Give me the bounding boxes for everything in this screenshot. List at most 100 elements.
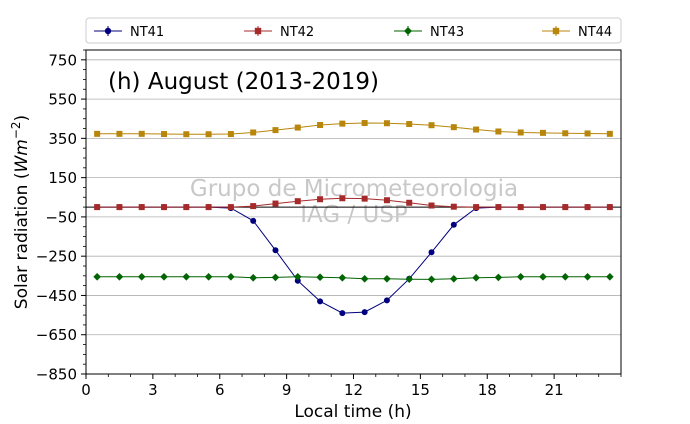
y-tick-label: −450 [36, 287, 77, 305]
data-point-nt43 [606, 273, 614, 281]
data-point-nt42 [272, 200, 279, 207]
data-point-nt44 [539, 129, 546, 136]
data-point-nt43 [93, 273, 101, 281]
series-nt44 [94, 120, 613, 138]
data-point-nt42 [116, 204, 123, 211]
legend-label-nt41: NT41 [130, 25, 164, 40]
data-point-nt43 [561, 273, 570, 281]
data-point-nt41 [272, 247, 279, 254]
data-point-nt41 [361, 309, 368, 316]
axis-layer: −850 −650 −450 −250 −50 150 350 550 750 0 3 6 9 12 15 1… [36, 49, 622, 399]
data-point-nt41 [383, 297, 390, 304]
y-tick-label: −850 [36, 366, 77, 384]
data-point-nt43 [338, 273, 347, 282]
series-layer [93, 120, 614, 317]
data-point-nt43 [204, 273, 213, 281]
data-point-nt44 [227, 131, 234, 138]
data-point-nt43 [516, 273, 525, 281]
data-point-nt43 [160, 273, 168, 281]
data-point-nt43 [271, 273, 280, 282]
data-point-nt44 [428, 122, 435, 129]
data-point-nt42 [294, 198, 301, 205]
data-point-nt44 [339, 120, 346, 127]
data-point-nt42 [383, 197, 390, 204]
legend-entry-nt41: NT41 [94, 25, 164, 40]
legend-marker-nt43 [404, 27, 412, 35]
data-point-nt42 [227, 204, 234, 211]
y-axis-label-text: Solar radiation ( [12, 173, 32, 310]
y-tick-label: 550 [48, 91, 77, 109]
data-point-nt44 [294, 124, 301, 131]
data-point-nt41 [428, 249, 435, 256]
y-tick-label: −650 [36, 326, 77, 344]
data-point-nt41 [250, 217, 257, 224]
data-point-nt41 [294, 277, 301, 284]
data-point-nt42 [361, 195, 368, 202]
legend-label-nt44: NT44 [578, 25, 612, 40]
legend-label-nt43: NT43 [430, 25, 464, 40]
y-axis-label-close: ) [12, 115, 32, 122]
x-tick-label: 21 [545, 381, 564, 399]
data-point-nt42 [606, 204, 613, 211]
y-tick-label: 350 [48, 130, 77, 148]
legend-entry-nt42: NT42 [244, 25, 314, 40]
data-point-nt42 [450, 203, 457, 210]
x-tick-label: 3 [148, 381, 158, 399]
data-point-nt44 [450, 124, 457, 131]
legend-label-nt42: NT42 [280, 25, 314, 40]
data-point-nt44 [138, 130, 145, 137]
watermark-line-2: IAG / USP [300, 202, 408, 228]
data-point-nt42 [539, 204, 546, 211]
data-point-nt43 [227, 273, 235, 281]
data-point-nt42 [161, 204, 168, 211]
series-line-nt44 [97, 122, 610, 135]
data-point-nt43 [360, 274, 369, 283]
y-tick-label: 150 [48, 169, 77, 187]
data-point-nt43 [472, 273, 480, 282]
data-point-nt41 [317, 298, 324, 305]
legend-entry-nt44: NT44 [542, 25, 612, 40]
data-point-nt43 [293, 273, 302, 281]
data-point-nt44 [562, 130, 569, 137]
data-point-nt42 [183, 204, 190, 211]
data-point-nt42 [495, 204, 502, 211]
y-tick-label: −50 [45, 208, 77, 226]
data-point-nt42 [250, 203, 257, 210]
series-line-nt42 [97, 197, 610, 208]
data-point-nt42 [406, 199, 413, 206]
data-point-nt42 [339, 195, 346, 202]
data-point-nt44 [317, 122, 324, 129]
y-tick-label: −250 [36, 248, 77, 266]
series-nt42 [94, 195, 613, 211]
data-point-nt43 [450, 274, 458, 283]
x-tick-label: 0 [81, 381, 91, 399]
series-nt43 [93, 273, 614, 284]
x-axis-label: Local time (h) [294, 402, 411, 420]
watermark-line-1: Grupo de Micrometeorologia [190, 176, 518, 202]
data-point-nt43 [494, 273, 503, 282]
data-point-nt43 [383, 274, 391, 283]
y-axis-label-unit: Wm [12, 139, 32, 172]
data-point-nt44 [94, 130, 101, 137]
y-tick-label: 750 [48, 51, 77, 69]
x-tick-label: 15 [411, 381, 430, 399]
data-point-nt44 [272, 127, 279, 134]
data-point-nt42 [562, 204, 569, 211]
data-point-nt42 [428, 202, 435, 209]
legend: NT41 NT42 NT43 NT44 [85, 17, 622, 44]
data-point-nt44 [517, 129, 524, 136]
data-point-nt43 [137, 273, 146, 281]
data-point-nt44 [361, 120, 368, 127]
data-point-nt43 [182, 273, 191, 281]
y-axis-label: Solar radiation (Wm−2) [9, 115, 32, 309]
data-point-nt43 [427, 275, 436, 284]
data-point-nt42 [205, 204, 212, 211]
data-point-nt41 [339, 310, 346, 317]
legend-box [85, 17, 622, 44]
data-point-nt43 [539, 273, 547, 281]
data-point-nt43 [115, 273, 124, 281]
legend-marker-nt41 [104, 27, 112, 35]
legend-marker-nt44 [552, 27, 560, 35]
